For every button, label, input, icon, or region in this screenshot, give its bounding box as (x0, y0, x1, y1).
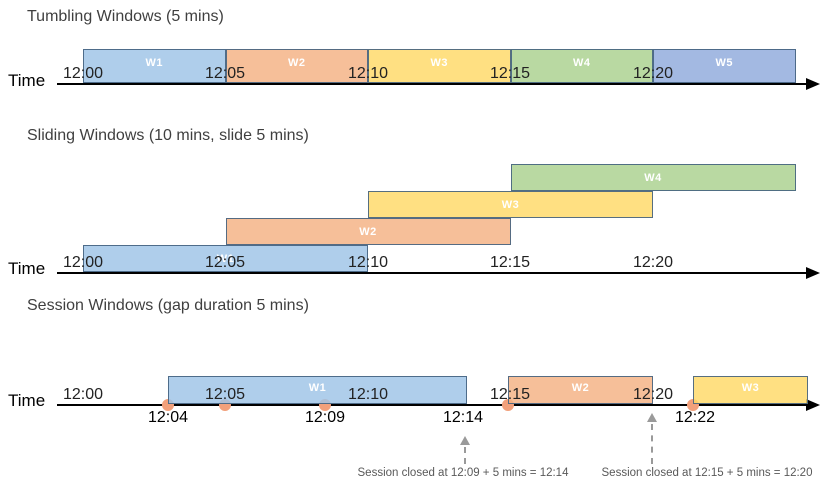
session-closed-annotation: Session closed at 12:09 + 5 mins = 12:14 (357, 467, 569, 479)
window-w3: W3 (368, 49, 511, 83)
window-w2: W2 (225, 218, 511, 245)
window-w1: W1 (83, 49, 226, 83)
axis-tick: 12:15 (489, 386, 531, 403)
time-axis-label: Time (8, 391, 46, 410)
window-label: W3 (430, 57, 448, 69)
annotation-arrow-line (464, 447, 466, 464)
window-w5: W5 (653, 49, 796, 83)
window-w3: W3 (368, 191, 653, 218)
time-axis-line (57, 83, 806, 85)
annotation-arrow-icon (647, 413, 657, 422)
window-w1: W1 (168, 376, 467, 404)
axis-tick: 12:15 (489, 65, 531, 82)
event-time-label: 12:04 (147, 409, 189, 426)
annotation-arrow-line (651, 424, 653, 464)
window-label: W2 (288, 57, 306, 69)
axis-tick: 12:10 (347, 386, 389, 403)
axis-tick: 12:15 (489, 254, 531, 271)
session-close-time-label: 12:14 (442, 409, 484, 426)
time-axis-arrowhead-icon (806, 267, 820, 279)
window-label: W3 (501, 198, 520, 211)
window-label: W4 (644, 171, 662, 184)
window-w1: W1 (83, 245, 368, 272)
time-axis-arrowhead-icon (806, 78, 820, 90)
window-label: W3 (741, 382, 760, 394)
axis-tick: 12:00 (62, 386, 104, 403)
section-title-sliding: Sliding Windows (10 mins, slide 5 mins) (27, 127, 309, 144)
axis-tick: 12:20 (632, 386, 674, 403)
window-w2: W2 (508, 376, 653, 404)
axis-tick: 12:05 (204, 386, 246, 403)
window-label: W2 (359, 225, 377, 238)
axis-tick: 12:20 (632, 65, 674, 82)
time-axis-arrowhead-icon (806, 399, 820, 411)
window-label: W5 (715, 57, 733, 69)
time-axis-line (57, 272, 806, 274)
window-label: W1 (308, 382, 327, 394)
axis-tick: 12:10 (347, 254, 389, 271)
axis-tick: 12:10 (347, 65, 389, 82)
window-w4: W4 (510, 49, 653, 83)
window-w4: W4 (510, 164, 796, 191)
window-w2: W2 (225, 49, 368, 83)
time-axis-label: Time (8, 259, 46, 278)
window-label: W1 (145, 57, 163, 69)
time-axis-label: Time (8, 71, 46, 90)
section-title-session: Session Windows (gap duration 5 mins) (27, 297, 309, 314)
window-label: W2 (571, 382, 590, 394)
window-label: W4 (573, 57, 591, 69)
window-label: W1 (216, 252, 235, 265)
axis-tick: 12:20 (632, 254, 674, 271)
axis-tick: 12:05 (204, 65, 246, 82)
axis-tick: 12:05 (204, 254, 246, 271)
axis-tick: 12:00 (62, 65, 104, 82)
session-closed-annotation: Session closed at 12:15 + 5 mins = 12:20 (601, 467, 813, 479)
annotation-arrow-icon (460, 436, 470, 445)
section-title-tumbling: Tumbling Windows (5 mins) (27, 8, 224, 25)
axis-tick: 12:00 (62, 254, 104, 271)
event-time-label: 12:22 (674, 409, 716, 426)
window-w3: W3 (693, 376, 808, 404)
event-time-label: 12:09 (304, 409, 346, 426)
time-axis-line (57, 404, 806, 406)
